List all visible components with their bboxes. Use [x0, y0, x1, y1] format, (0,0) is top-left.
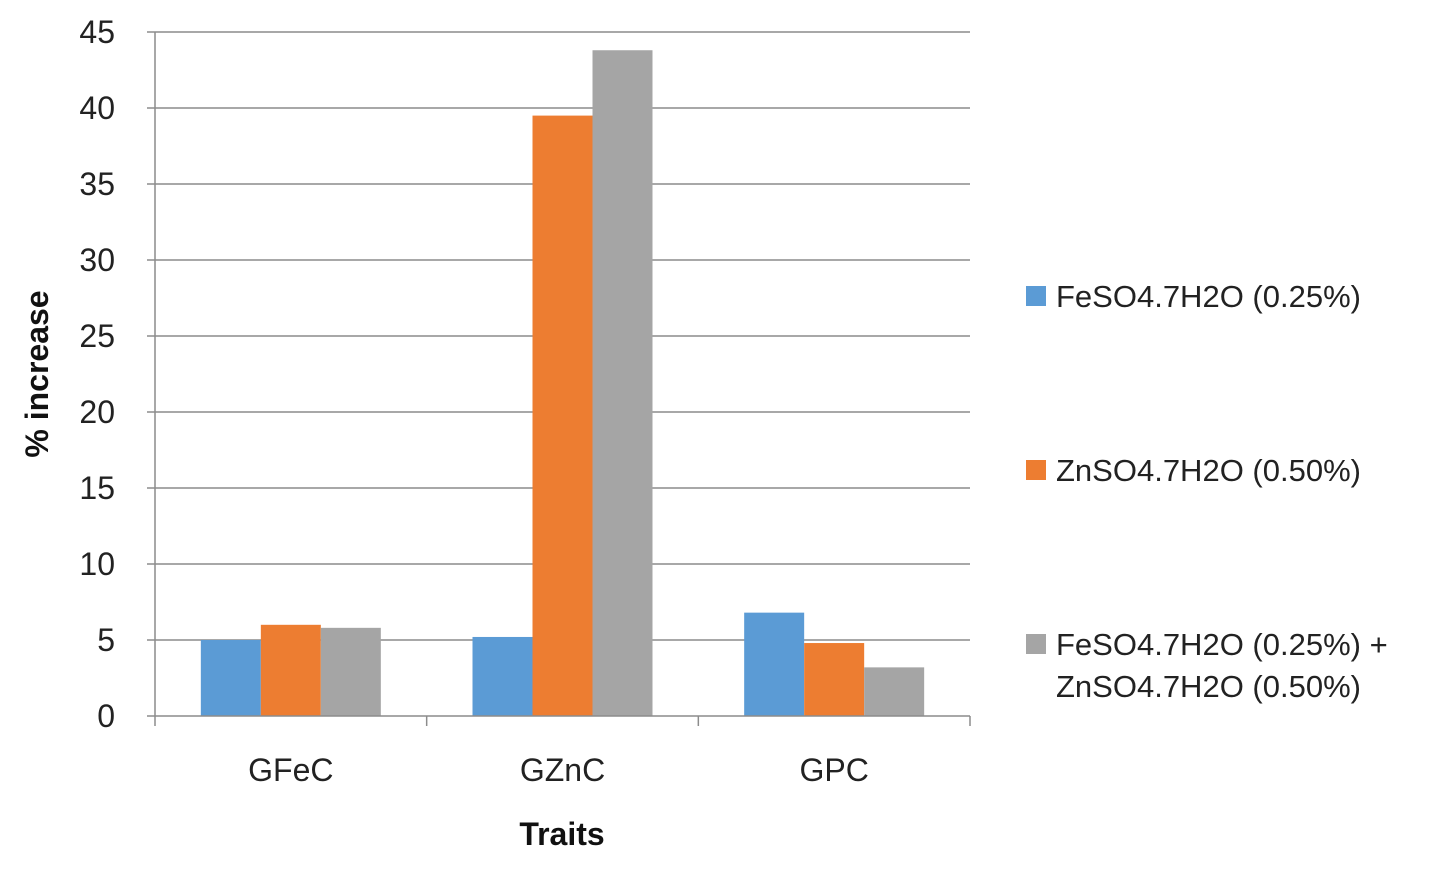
bar-gznc-series-3 — [592, 50, 653, 717]
bar-gfec-series-2 — [260, 624, 321, 716]
y-tick-label: 5 — [97, 622, 115, 658]
y-tick-label: 20 — [79, 394, 115, 430]
bar-gznc-series-2 — [532, 115, 593, 717]
y-tick-label: 10 — [79, 546, 115, 582]
y-tick-label: 40 — [79, 90, 115, 126]
legend-label-series-3-line-1: FeSO4.7H2O (0.25%) + — [1056, 627, 1388, 662]
legend-label-series-3: FeSO4.7H2O (0.25%) + ZnSO4.7H2O (0.50%) — [1056, 624, 1388, 708]
bar-gznc-series-1 — [472, 636, 533, 716]
y-tick-label: 25 — [79, 318, 115, 354]
y-tick-label: 35 — [79, 166, 115, 202]
legend-item-series-3: FeSO4.7H2O (0.25%) + ZnSO4.7H2O (0.50%) — [1026, 624, 1388, 708]
y-tick-label: 45 — [79, 14, 115, 50]
y-tick-label: 15 — [79, 470, 115, 506]
y-tick-labels: 0 5 10 15 20 25 30 35 40 45 — [79, 14, 115, 734]
legend-swatch-series-2 — [1026, 460, 1046, 480]
legend-item-series-2: ZnSO4.7H2O (0.50%) — [1026, 450, 1361, 492]
x-category-label: GPC — [799, 752, 868, 788]
legend-label-series-2: ZnSO4.7H2O (0.50%) — [1056, 453, 1361, 488]
legend-label-series-3-line-2: ZnSO4.7H2O (0.50%) — [1056, 669, 1361, 704]
bars — [200, 50, 925, 717]
bar-gpc-series-1 — [744, 612, 805, 716]
bar-gfec-series-3 — [320, 627, 381, 716]
x-category-label: GFeC — [248, 752, 333, 788]
y-tick-label: 30 — [79, 242, 115, 278]
legend-label-series-1: FeSO4.7H2O (0.25%) — [1056, 279, 1361, 314]
y-axis-title: % increase — [19, 290, 55, 457]
legend-swatch-series-3 — [1026, 634, 1046, 654]
bar-gpc-series-3 — [864, 667, 925, 716]
bar-gpc-series-2 — [804, 643, 865, 716]
legend: FeSO4.7H2O (0.25%) ZnSO4.7H2O (0.50%) Fe… — [1026, 0, 1426, 869]
legend-swatch-series-1 — [1026, 286, 1046, 306]
x-category-label: GZnC — [520, 752, 605, 788]
bar-gfec-series-1 — [200, 640, 261, 716]
axes — [147, 31, 971, 726]
x-axis-title: Traits — [519, 816, 604, 852]
x-category-labels: GFeC GZnC GPC — [248, 752, 869, 788]
y-tick-label: 0 — [97, 698, 115, 734]
legend-item-series-1: FeSO4.7H2O (0.25%) — [1026, 276, 1361, 318]
